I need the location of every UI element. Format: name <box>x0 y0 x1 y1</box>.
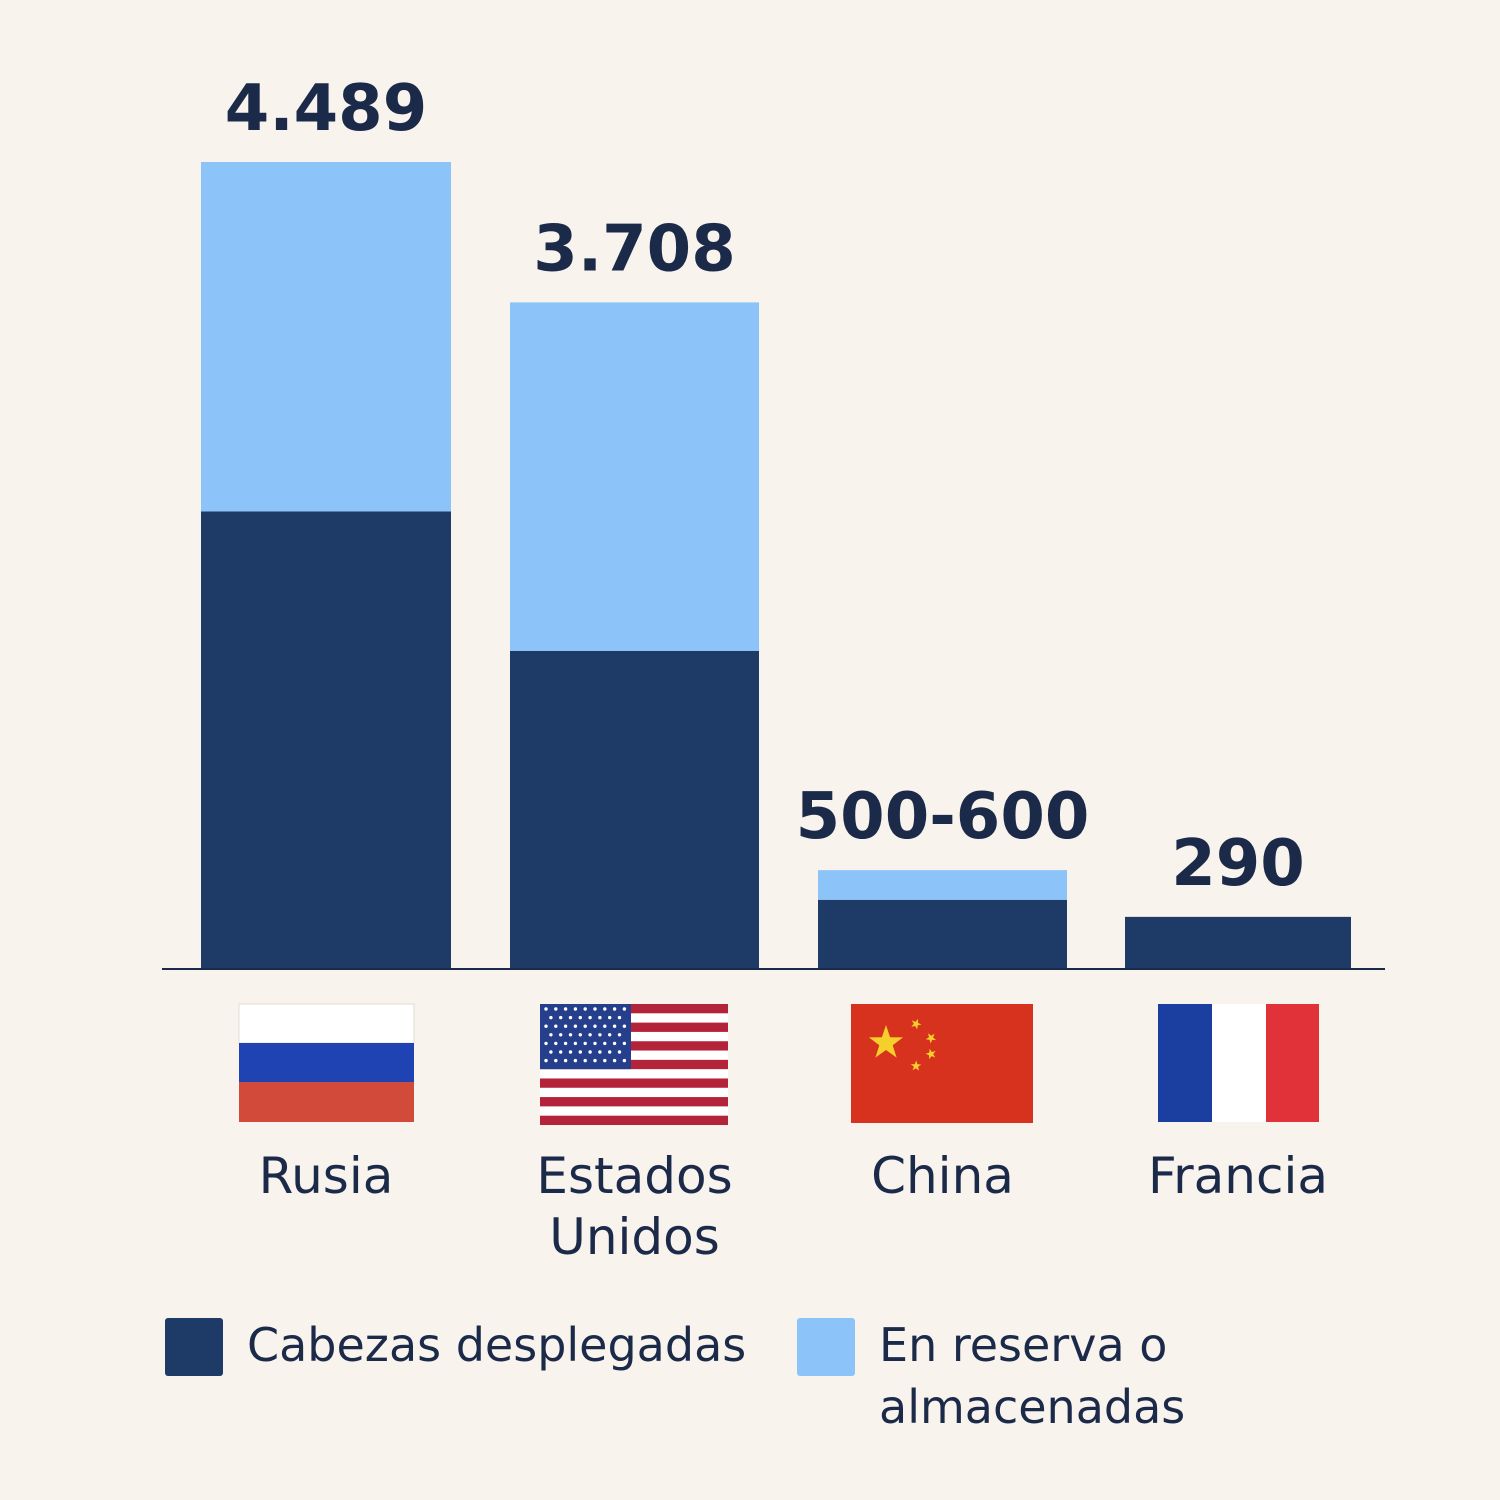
bar-china-deployed <box>818 899 1067 969</box>
bars-group <box>201 162 1351 969</box>
value-label-rusia: 4.489 <box>225 72 427 146</box>
legend-swatch-reserve <box>797 1318 855 1376</box>
category-label-rusia: Rusia <box>259 1147 394 1205</box>
bar-rusia-reserve <box>201 162 451 512</box>
category-label-francia: Francia <box>1148 1147 1328 1205</box>
russia-flag-icon <box>238 1003 415 1122</box>
value-label-estados-unidos: 3.708 <box>533 212 735 286</box>
category-label-estados-unidos: Estados Unidos <box>536 1147 732 1266</box>
category-label-china: China <box>871 1147 1014 1205</box>
legend-label-reserve: En reserva o almacenadas <box>879 1318 1186 1434</box>
usa-flag-icon <box>540 1004 728 1125</box>
value-labels-group: 4.489 3.708 500-600 290 <box>225 72 1305 901</box>
value-label-francia: 290 <box>1171 827 1305 901</box>
flags-group <box>238 1003 1319 1125</box>
bar-china-reserve <box>818 870 1067 900</box>
france-flag-icon <box>1158 1004 1319 1122</box>
category-labels-group: Rusia Estados Unidos China Francia <box>259 1147 1328 1266</box>
value-label-china: 500-600 <box>796 780 1090 854</box>
bar-rusia-deployed <box>201 511 451 969</box>
legend-item-reserve: En reserva o almacenadas <box>797 1318 1209 1438</box>
legend: Cabezas desplegadas En reserva o almacen… <box>165 1318 1365 1458</box>
china-flag-icon <box>851 1004 1033 1123</box>
bar-estados-unidos-deployed <box>510 650 759 969</box>
bar-estados-unidos-reserve <box>510 302 759 651</box>
bar-francia-deployed <box>1125 916 1351 969</box>
legend-swatch-deployed <box>165 1318 223 1376</box>
legend-item-deployed: Cabezas desplegadas <box>165 1318 746 1376</box>
legend-label-deployed: Cabezas desplegadas <box>247 1318 747 1372</box>
